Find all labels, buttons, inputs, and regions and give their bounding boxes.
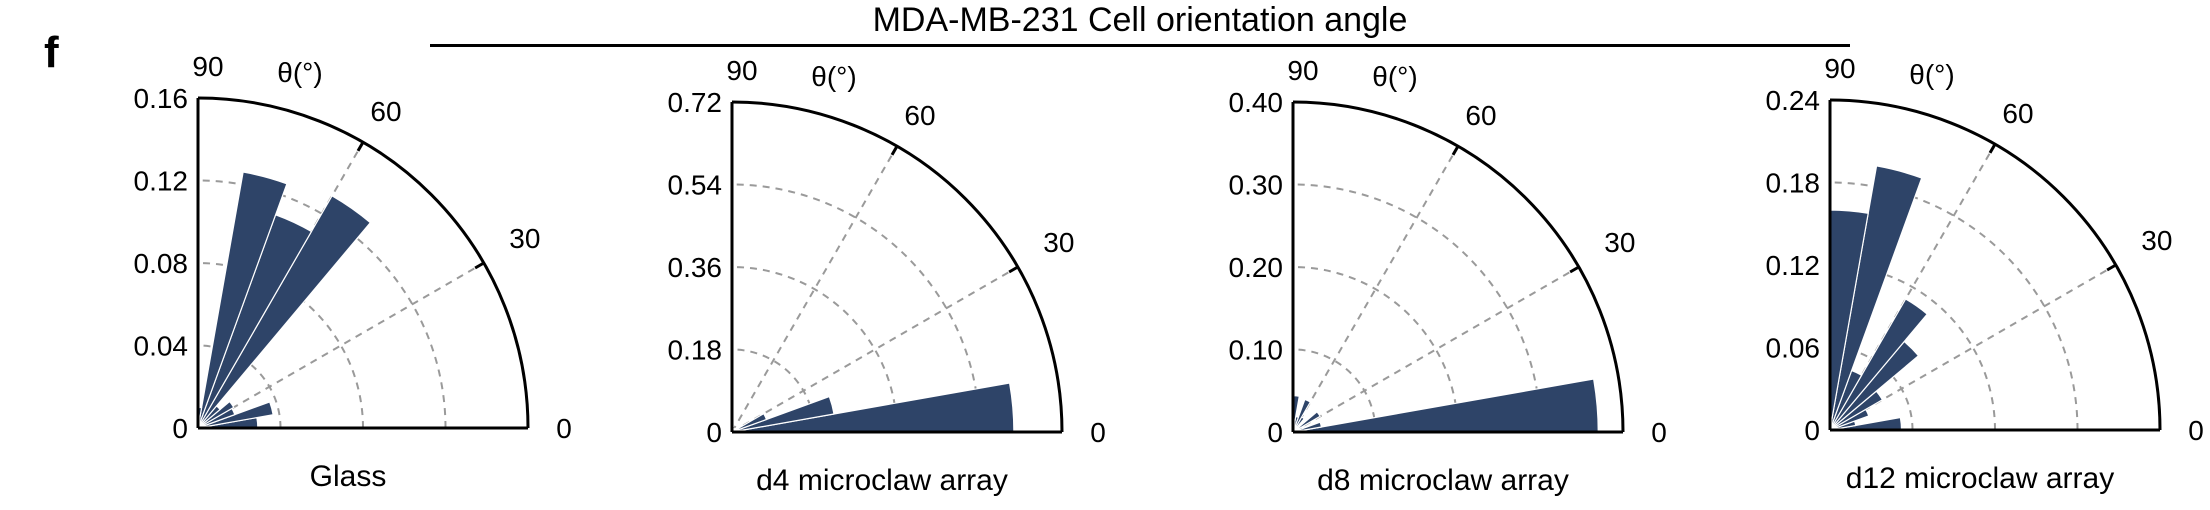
theta-tick-0: 0 (1651, 417, 1667, 448)
theta-axis-label: θ(°) (277, 57, 322, 88)
theta-tick-90: 90 (1824, 53, 1855, 84)
grid-circle (1292, 183, 1542, 433)
grid-circle (731, 266, 898, 433)
theta-axis-label: θ(°) (1909, 59, 1954, 90)
r-tick-label: 0.04 (134, 331, 189, 362)
outer-arc (1829, 98, 2162, 431)
theta-tick-90: 90 (192, 51, 223, 82)
theta-tick-30: 30 (1043, 227, 1074, 258)
r-tick-label: 0.08 (134, 248, 189, 279)
grid-spoke-30 (731, 266, 1019, 433)
outer-arc (1292, 100, 1625, 433)
r-tick-label: 0 (1267, 417, 1283, 448)
arc-tick (1451, 145, 1460, 156)
r-tick-label: 0 (172, 413, 188, 444)
grid-circle (1829, 346, 1914, 431)
r-tick-label: 0.16 (134, 83, 189, 114)
polar-bar (731, 412, 768, 433)
polar-bar (1292, 398, 1312, 433)
r-tick-label: 0.36 (668, 252, 723, 283)
theta-tick-60: 60 (2002, 98, 2033, 129)
r-tick-label: 0.40 (1229, 87, 1284, 118)
theta-tick-60: 60 (904, 100, 935, 131)
chart-xlabel: d12 microclaw array (1846, 462, 2114, 495)
r-tick-label: 0.06 (1766, 333, 1821, 364)
polar-bar (1829, 165, 1923, 431)
theta-tick-0: 0 (2188, 415, 2204, 446)
polar-bar (1829, 298, 1929, 431)
r-tick-label: 0.12 (134, 166, 189, 197)
theta-tick-30: 30 (1604, 227, 1635, 258)
theta-tick-60: 60 (370, 96, 401, 127)
r-tick-label: 0.12 (1766, 250, 1821, 281)
theta-tick-90: 90 (726, 55, 757, 86)
outer-arc (731, 100, 1064, 433)
arc-tick (474, 261, 485, 270)
theta-tick-30: 30 (2141, 225, 2172, 256)
theta-axis-label: θ(°) (1372, 61, 1417, 92)
r-tick-label: 0.24 (1766, 85, 1821, 116)
polar-bar (197, 400, 235, 429)
chart-xlabel: d8 microclaw array (1317, 464, 1569, 497)
theta-axis-label: θ(°) (811, 61, 856, 92)
arc-tick (1988, 143, 1997, 154)
grid-circle (731, 183, 981, 433)
grid-spoke-60 (1292, 145, 1459, 433)
r-tick-label: 0.54 (668, 170, 723, 201)
polar-bar (197, 171, 288, 429)
theta-tick-60: 60 (1465, 100, 1496, 131)
r-tick-label: 0.72 (668, 87, 723, 118)
r-tick-label: 0 (706, 417, 722, 448)
chart-xlabel: Glass (310, 460, 387, 493)
grid-circle (1292, 266, 1459, 433)
theta-tick-0: 0 (1090, 417, 1106, 448)
r-tick-label: 0.10 (1229, 335, 1284, 366)
r-tick-label: 0.30 (1229, 170, 1284, 201)
grid-circle (1829, 181, 2079, 431)
r-tick-label: 0.18 (1766, 168, 1821, 199)
grid-spoke-30 (1292, 266, 1580, 433)
grid-circle (197, 179, 447, 429)
arc-tick (1569, 265, 1580, 274)
arc-tick (2106, 263, 2117, 272)
grid-circle (197, 344, 282, 429)
grid-spoke-30 (197, 262, 485, 429)
theta-tick-0: 0 (556, 413, 572, 444)
theta-tick-30: 30 (509, 223, 540, 254)
grid-circle (1292, 348, 1377, 433)
arc-tick (890, 145, 899, 156)
title-rule (430, 44, 1850, 47)
theta-tick-90: 90 (1287, 55, 1318, 86)
r-tick-label: 0.18 (668, 335, 723, 366)
figure-title: MDA-MB-231 Cell orientation angle (872, 1, 1408, 39)
r-tick-label: 0 (1804, 415, 1820, 446)
arc-tick (356, 141, 365, 152)
polar-bar (197, 194, 372, 429)
panel-label: f (44, 28, 59, 77)
chart-xlabel: d4 microclaw array (756, 464, 1008, 497)
outer-arc (197, 96, 530, 429)
r-tick-label: 0.20 (1229, 252, 1284, 283)
arc-tick (1008, 265, 1019, 274)
grid-spoke-60 (731, 145, 898, 433)
